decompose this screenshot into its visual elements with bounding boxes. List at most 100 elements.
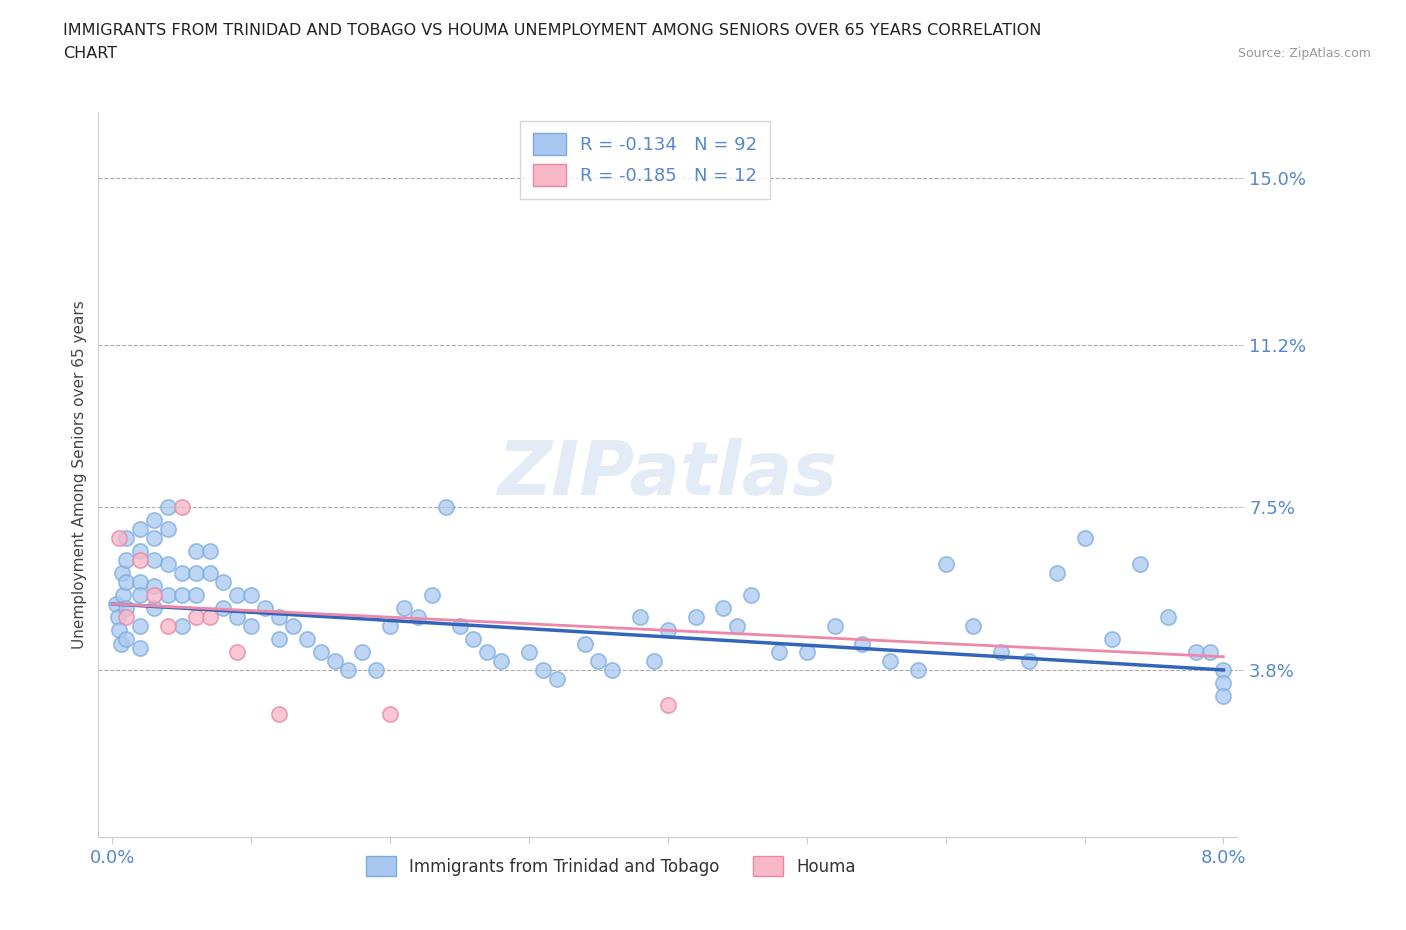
- Point: [129, 522, 152, 537]
- Point: [1157, 610, 1180, 625]
- Point: [184, 610, 207, 625]
- Point: [143, 531, 166, 546]
- Point: [546, 671, 568, 686]
- Text: IMMIGRANTS FROM TRINIDAD AND TOBAGO VS HOUMA UNEMPLOYMENT AMONG SENIORS OVER 65 : IMMIGRANTS FROM TRINIDAD AND TOBAGO VS H…: [63, 23, 1042, 38]
- Point: [129, 618, 152, 633]
- Point: [1046, 565, 1069, 580]
- Point: [267, 631, 290, 646]
- Point: [713, 601, 735, 616]
- Point: [463, 631, 485, 646]
- Point: [240, 588, 263, 603]
- Point: [129, 641, 152, 656]
- Point: [600, 662, 623, 677]
- Point: [295, 631, 318, 646]
- Point: [129, 544, 152, 559]
- Point: [1184, 644, 1206, 659]
- Text: ZIPatlas: ZIPatlas: [498, 438, 838, 511]
- Point: [156, 499, 179, 514]
- Point: [323, 654, 346, 669]
- Point: [1018, 654, 1040, 669]
- Point: [143, 579, 166, 594]
- Point: [851, 636, 873, 651]
- Point: [309, 644, 332, 659]
- Point: [990, 644, 1012, 659]
- Point: [378, 707, 401, 722]
- Point: [962, 618, 984, 633]
- Point: [406, 610, 429, 625]
- Point: [1073, 531, 1095, 546]
- Point: [156, 588, 179, 603]
- Point: [378, 618, 401, 633]
- Point: [129, 552, 152, 567]
- Point: [935, 557, 957, 572]
- Point: [768, 644, 790, 659]
- Point: [574, 636, 596, 651]
- Point: [129, 588, 152, 603]
- Point: [110, 636, 132, 651]
- Point: [156, 618, 179, 633]
- Point: [1198, 644, 1220, 659]
- Point: [796, 644, 818, 659]
- Point: [107, 610, 129, 625]
- Point: [725, 618, 748, 633]
- Point: [1129, 557, 1152, 572]
- Point: [1212, 662, 1234, 677]
- Point: [170, 588, 193, 603]
- Point: [477, 644, 499, 659]
- Point: [226, 588, 249, 603]
- Point: [1101, 631, 1123, 646]
- Y-axis label: Unemployment Among Seniors over 65 years: Unemployment Among Seniors over 65 years: [72, 300, 87, 649]
- Point: [198, 544, 221, 559]
- Point: [115, 552, 138, 567]
- Point: [143, 552, 166, 567]
- Point: [392, 601, 415, 616]
- Point: [1212, 689, 1234, 704]
- Point: [489, 654, 512, 669]
- Point: [281, 618, 304, 633]
- Point: [240, 618, 263, 633]
- Point: [170, 618, 193, 633]
- Point: [108, 623, 131, 638]
- Point: [156, 522, 179, 537]
- Point: [184, 565, 207, 580]
- Point: [115, 531, 138, 546]
- Point: [115, 610, 138, 625]
- Point: [588, 654, 610, 669]
- Point: [115, 575, 138, 590]
- Point: [115, 631, 138, 646]
- Point: [212, 601, 235, 616]
- Point: [907, 662, 929, 677]
- Text: CHART: CHART: [63, 46, 117, 61]
- Point: [143, 588, 166, 603]
- Point: [108, 531, 131, 546]
- Point: [198, 565, 221, 580]
- Point: [366, 662, 388, 677]
- Point: [115, 601, 138, 616]
- Point: [212, 575, 235, 590]
- Point: [111, 565, 134, 580]
- Point: [879, 654, 901, 669]
- Point: [657, 698, 679, 712]
- Point: [740, 588, 762, 603]
- Point: [337, 662, 360, 677]
- Point: [254, 601, 277, 616]
- Point: [517, 644, 540, 659]
- Point: [643, 654, 665, 669]
- Point: [824, 618, 846, 633]
- Point: [112, 588, 135, 603]
- Legend: Immigrants from Trinidad and Tobago, Houma: Immigrants from Trinidad and Tobago, Hou…: [360, 849, 862, 884]
- Point: [184, 588, 207, 603]
- Point: [531, 662, 554, 677]
- Point: [198, 610, 221, 625]
- Point: [1212, 676, 1234, 691]
- Point: [170, 499, 193, 514]
- Point: [628, 610, 651, 625]
- Point: [143, 601, 166, 616]
- Point: [267, 610, 290, 625]
- Point: [657, 623, 679, 638]
- Point: [352, 644, 374, 659]
- Point: [156, 557, 179, 572]
- Point: [449, 618, 471, 633]
- Point: [685, 610, 707, 625]
- Point: [129, 575, 152, 590]
